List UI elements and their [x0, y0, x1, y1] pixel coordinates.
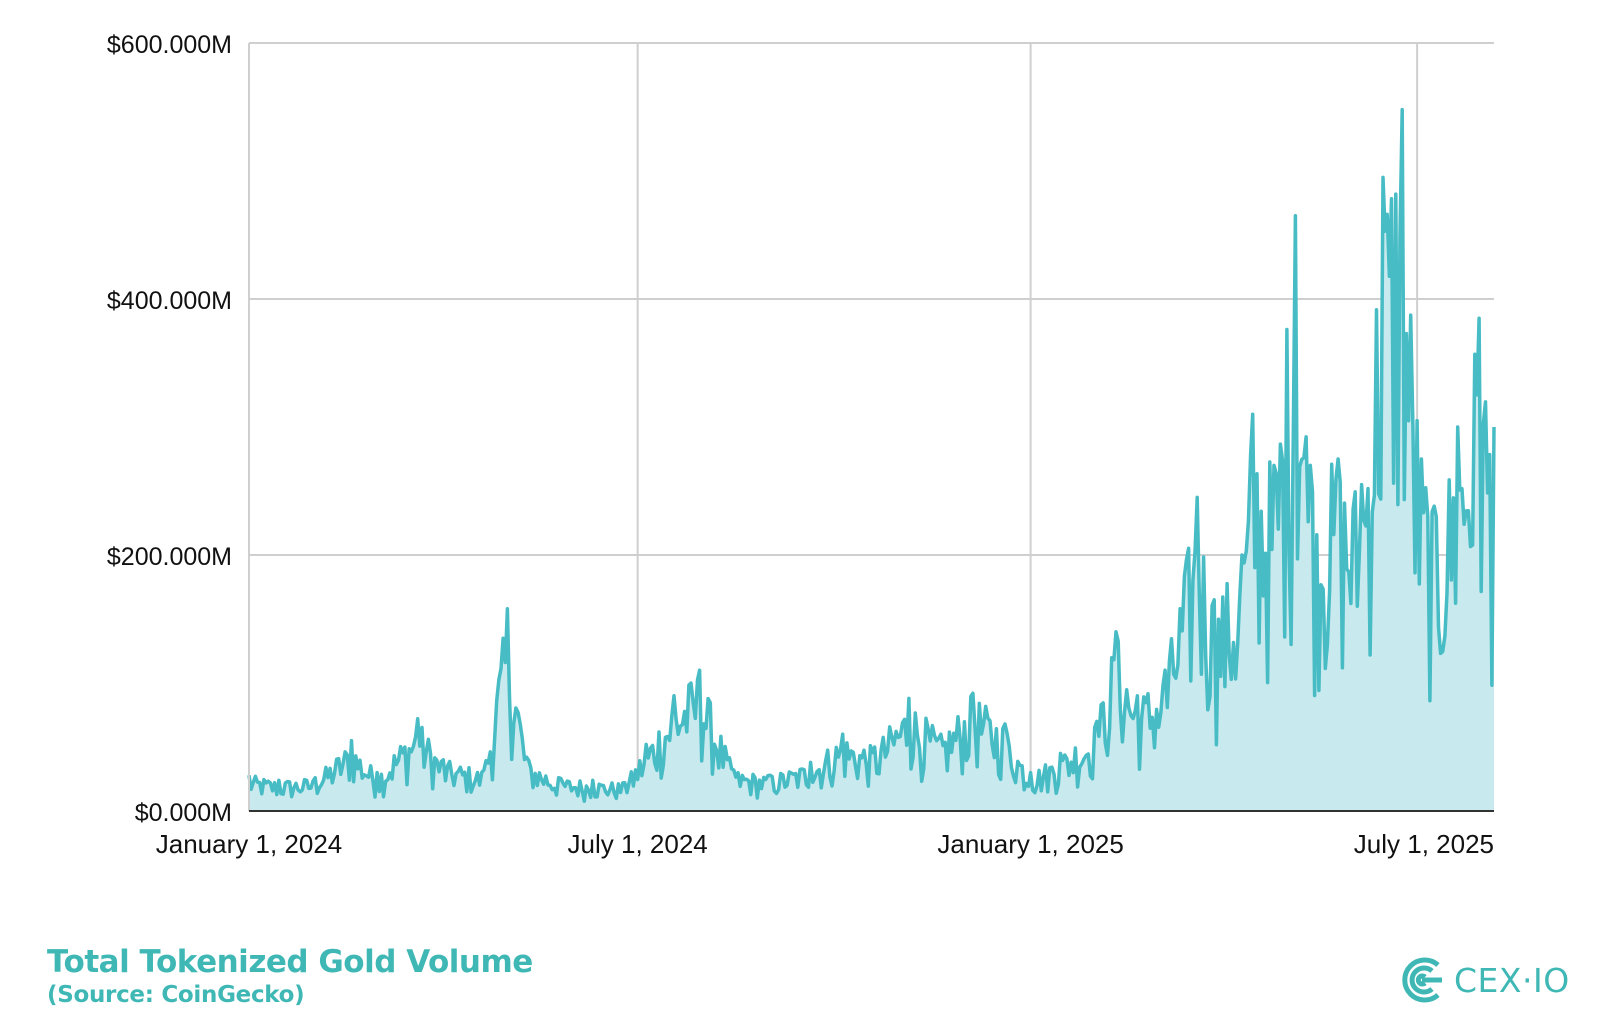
y-tick-label: $0.000M — [135, 799, 232, 827]
x-tick-label: January 1, 2024 — [156, 829, 342, 859]
axis-layer — [248, 43, 1494, 812]
x-tick-label: July 1, 2024 — [568, 829, 708, 859]
y-tick-label: $400.000M — [107, 287, 232, 315]
x-tick-label: July 1, 2025 — [1354, 829, 1494, 859]
cexio-logo-text: CEX·IO — [1454, 960, 1570, 1000]
chart-caption: Total Tokenized Gold Volume (Source: Coi… — [47, 944, 533, 1010]
chart-source: (Source: CoinGecko) — [47, 982, 305, 1008]
chart-title: Total Tokenized Gold Volume — [47, 944, 533, 980]
y-tick-label: $600.000M — [107, 31, 232, 59]
volume-area-fill — [249, 109, 1494, 812]
cexio-logo-icon — [1402, 957, 1442, 1003]
cexio-logo: CEX·IO — [1398, 954, 1570, 1006]
chart-svg: $0.000M $200.000M $400.000M $600.000M Januar… — [107, 31, 1496, 859]
volume-series-line — [247, 107, 1496, 803]
x-tick-label: January 1, 2025 — [937, 829, 1123, 859]
series-layer — [247, 107, 1496, 812]
tick-labels: $0.000M $200.000M $400.000M $600.000M Januar… — [107, 31, 1494, 859]
chart-area: $0.000M $200.000M $400.000M $600.000M Januar… — [107, 31, 1496, 859]
y-tick-label: $200.000M — [107, 543, 232, 571]
